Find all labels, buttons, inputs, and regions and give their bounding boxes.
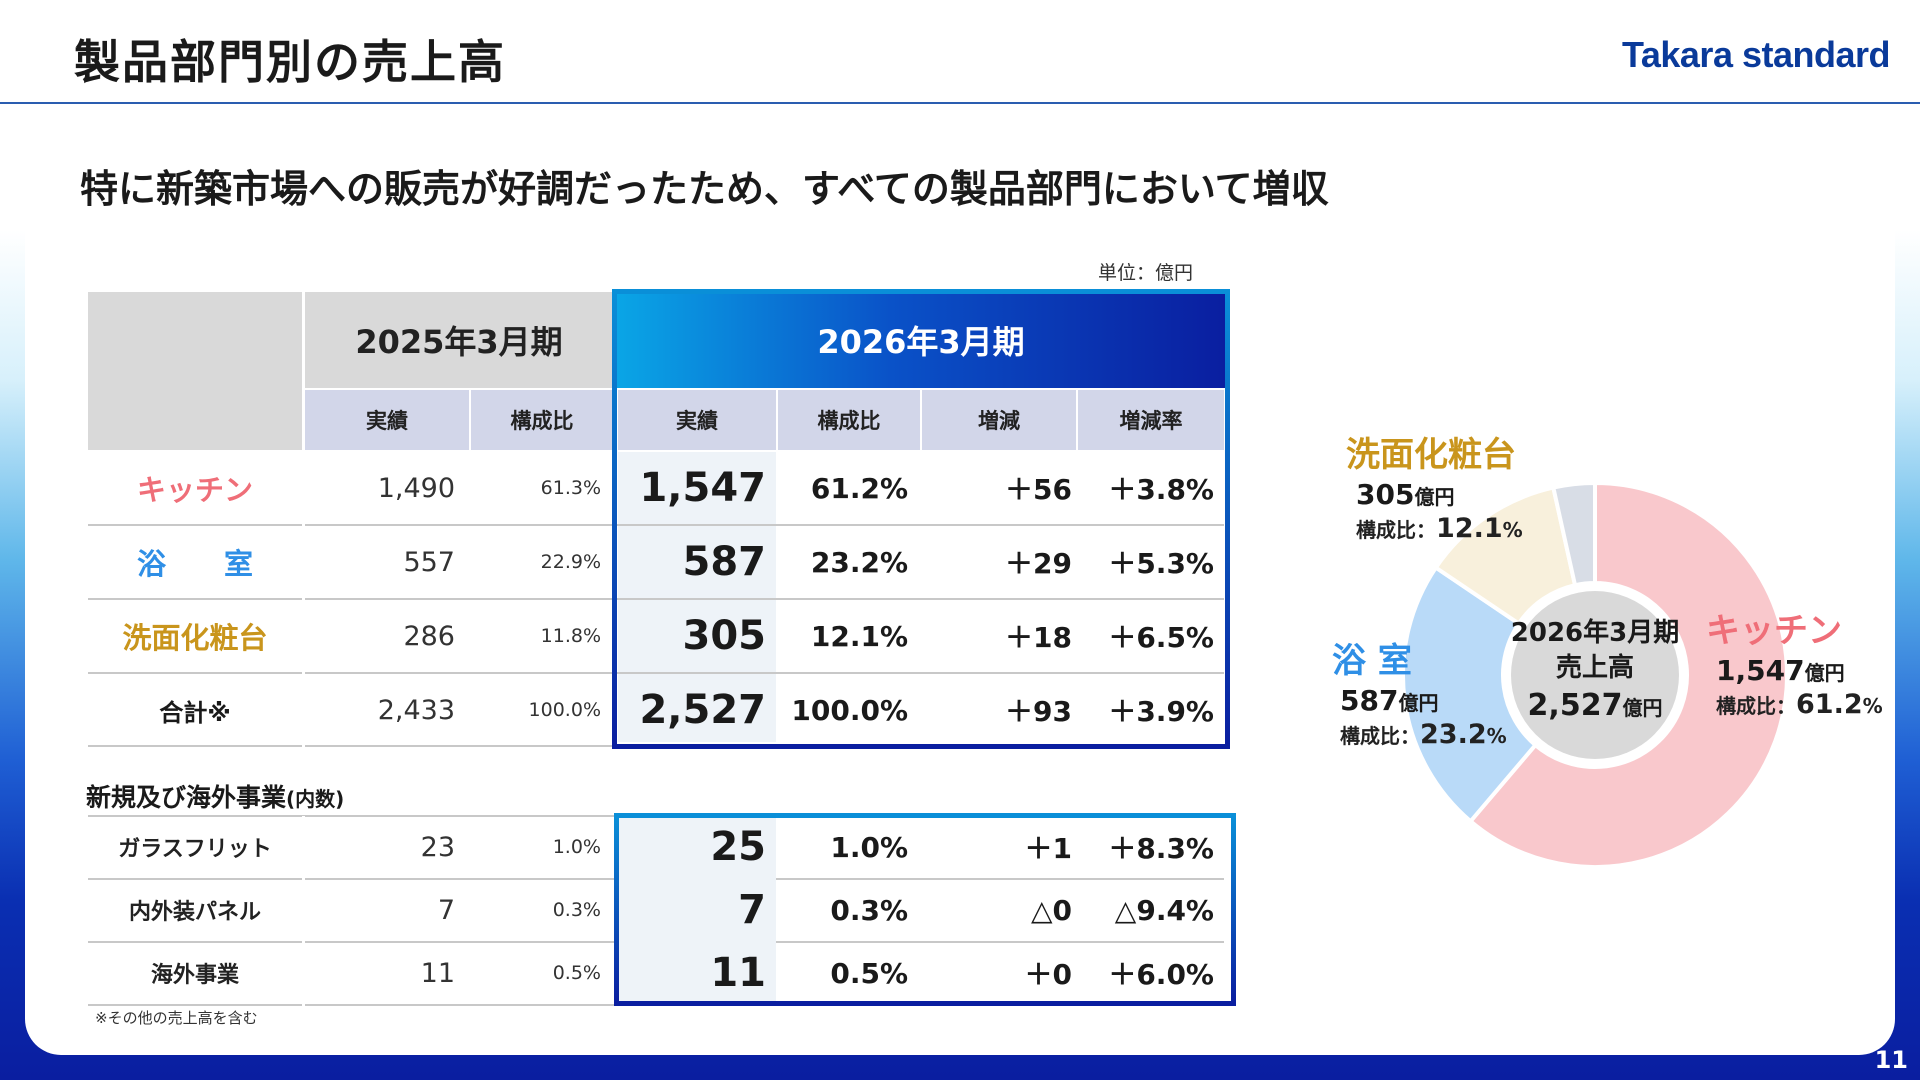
prev-actual: 286 bbox=[403, 620, 455, 652]
category-vanity: 洗面化粧台 bbox=[122, 621, 268, 655]
prev-ratio: 1.0% bbox=[552, 836, 601, 858]
column-separator bbox=[302, 452, 305, 747]
sub-table-title: 新規及び海外事業(内数) bbox=[86, 783, 345, 812]
prev-ratio: 0.3% bbox=[552, 899, 601, 921]
prev-actual: 23 bbox=[420, 831, 455, 863]
donut-label-amount: 587億円 bbox=[1340, 683, 1439, 717]
donut-label-name: 洗面化粧台 bbox=[1346, 435, 1516, 475]
title-divider bbox=[0, 102, 1920, 104]
prev-actual: 11 bbox=[420, 957, 455, 989]
category-kitchen: キッチン bbox=[136, 473, 253, 507]
row-divider bbox=[88, 1004, 618, 1006]
headline: 特に新築市場への販売が好調だったため、すべての製品部門において増収 bbox=[80, 167, 1329, 211]
col-ratio-prev: 構成比 bbox=[471, 390, 613, 450]
donut-label-name: 浴 室 bbox=[1332, 641, 1412, 681]
donut-label-ratio: 構成比：23.2% bbox=[1340, 718, 1507, 750]
category-overseas: 海外事業 bbox=[150, 963, 239, 988]
prev-actual: 7 bbox=[437, 894, 455, 926]
donut-center-caption: 売上高 bbox=[1555, 653, 1634, 684]
donut-slice-0 bbox=[1467, 480, 1789, 869]
period-prev-header: 2025年3月期 bbox=[305, 292, 613, 388]
donut-center-period: 2026年3月期 bbox=[1510, 618, 1680, 648]
col-actual-prev: 実績 bbox=[305, 390, 469, 450]
donut-label-ratio: 構成比：12.1% bbox=[1356, 512, 1523, 544]
prev-ratio: 11.8% bbox=[540, 625, 601, 647]
donut-center-label: 2026年3月期 売上高 2,527億円 bbox=[1490, 616, 1700, 727]
donut-label-kitchen: キッチン 1,547億円 構成比：61.2% bbox=[1706, 610, 1883, 721]
category-bath: 浴 室 bbox=[136, 547, 253, 581]
table-corner bbox=[88, 292, 302, 450]
donut-center-total: 2,527億円 bbox=[1490, 686, 1700, 727]
row-divider bbox=[88, 745, 618, 747]
donut-slice-1 bbox=[1401, 564, 1539, 825]
page-title: 製品部門別の売上高 bbox=[74, 35, 506, 89]
category-panel: 内外装パネル bbox=[128, 900, 261, 925]
donut-label-bath: 浴 室 587億円 構成比：23.2% bbox=[1332, 640, 1507, 751]
current-year-frame bbox=[612, 289, 1230, 749]
category-total: 合計※ bbox=[159, 698, 231, 727]
category-glass-frit: ガラスフリット bbox=[118, 837, 272, 862]
donut-label-ratio: 構成比：61.2% bbox=[1716, 688, 1883, 720]
row-divider bbox=[88, 815, 618, 817]
donut-center-value: 2,527 bbox=[1527, 688, 1623, 724]
sales-donut-chart bbox=[1400, 480, 1790, 870]
prev-actual: 1,490 bbox=[377, 472, 455, 504]
donut-label-name: キッチン bbox=[1706, 611, 1842, 651]
prev-ratio: 0.5% bbox=[552, 962, 601, 984]
donut-label-vanity: 洗面化粧台 305億円 構成比：12.1% bbox=[1346, 434, 1523, 545]
prev-ratio: 100.0% bbox=[528, 699, 601, 721]
sub-current-year-frame bbox=[614, 813, 1236, 1006]
donut-hole bbox=[1511, 591, 1679, 759]
prev-ratio: 61.3% bbox=[540, 477, 601, 499]
unit-label: 単位：億円 bbox=[1098, 262, 1194, 284]
donut-label-amount: 305億円 bbox=[1356, 477, 1455, 511]
prev-ratio: 22.9% bbox=[540, 551, 601, 573]
page-number: 11 bbox=[1874, 1046, 1908, 1074]
prev-actual: 557 bbox=[403, 546, 455, 578]
column-separator bbox=[302, 816, 305, 1006]
prev-actual: 2,433 bbox=[377, 694, 455, 726]
donut-center-unit: 億円 bbox=[1622, 696, 1663, 721]
company-logo: Takara standard bbox=[1622, 34, 1890, 75]
donut-slice-3 bbox=[1550, 480, 1597, 588]
footnote: ※その他の売上高を含む bbox=[95, 1009, 258, 1027]
donut-label-amount: 1,547億円 bbox=[1716, 653, 1845, 687]
